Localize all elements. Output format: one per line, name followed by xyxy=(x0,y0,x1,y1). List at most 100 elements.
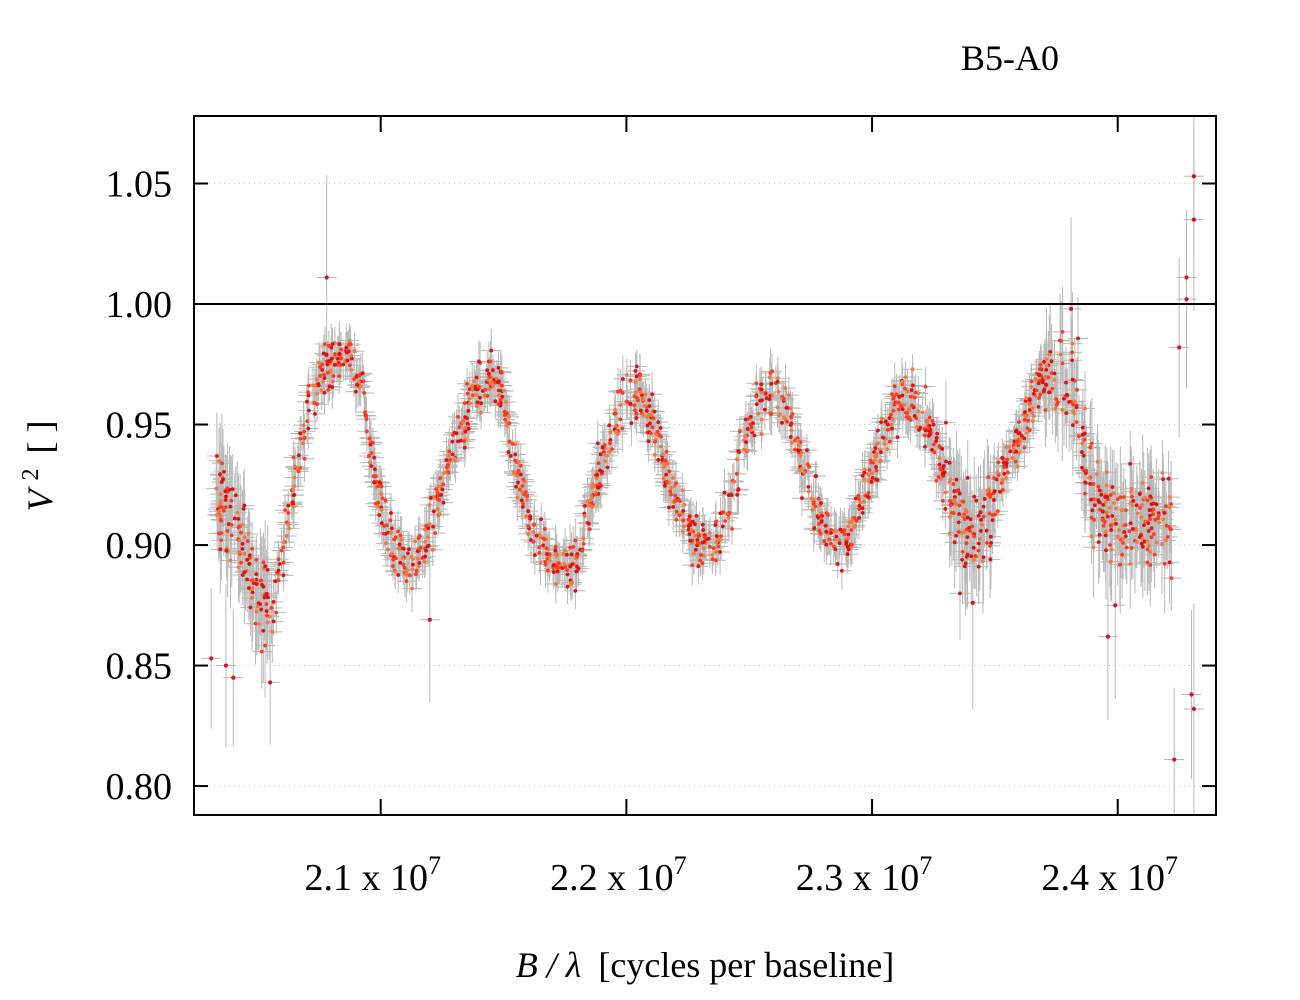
data-point xyxy=(866,472,871,477)
data-point xyxy=(423,539,428,544)
data-point xyxy=(287,526,292,531)
data-point xyxy=(543,562,548,567)
data-point xyxy=(798,440,803,445)
data-point xyxy=(754,381,759,386)
data-point xyxy=(491,384,495,389)
data-point xyxy=(380,496,385,501)
data-point xyxy=(1005,457,1010,462)
data-point xyxy=(769,412,773,416)
data-point xyxy=(856,497,861,501)
data-point xyxy=(239,560,243,565)
data-point xyxy=(573,588,578,593)
data-point xyxy=(1160,542,1164,547)
data-point xyxy=(313,411,317,416)
data-point xyxy=(515,495,520,500)
data-point xyxy=(646,439,651,444)
data-point xyxy=(641,413,646,418)
data-point xyxy=(970,524,974,529)
data-point xyxy=(327,359,331,363)
data-point xyxy=(595,485,600,490)
data-point xyxy=(357,373,362,378)
data-point xyxy=(805,448,809,453)
data-point xyxy=(1109,524,1113,528)
data-point xyxy=(1091,482,1096,486)
data-point xyxy=(634,416,639,420)
data-point xyxy=(972,558,977,562)
data-point xyxy=(892,384,897,389)
data-point xyxy=(513,452,518,457)
data-point xyxy=(315,391,320,396)
data-point xyxy=(1044,382,1048,387)
data-point xyxy=(866,494,870,499)
data-point xyxy=(1160,470,1165,475)
data-point xyxy=(418,545,423,550)
data-point xyxy=(493,399,498,404)
data-point xyxy=(837,538,841,542)
data-point xyxy=(529,538,533,542)
data-point xyxy=(1022,436,1027,441)
data-point xyxy=(389,526,394,531)
data-point xyxy=(467,396,472,401)
data-point xyxy=(393,569,398,574)
data-point xyxy=(1134,503,1139,508)
data-point xyxy=(903,375,908,379)
data-point xyxy=(381,531,386,536)
data-point xyxy=(1075,388,1079,392)
data-point xyxy=(710,552,715,557)
data-point xyxy=(276,568,281,573)
data-point xyxy=(737,450,742,455)
data-point xyxy=(948,499,952,503)
data-point xyxy=(980,522,984,527)
data-point xyxy=(667,505,671,510)
data-point xyxy=(485,368,490,373)
data-point xyxy=(1092,503,1097,508)
data-point xyxy=(749,428,754,433)
data-point xyxy=(805,462,810,467)
data-point xyxy=(634,390,639,395)
data-point xyxy=(653,439,657,444)
data-point xyxy=(1027,397,1032,401)
data-point xyxy=(217,458,221,463)
data-point xyxy=(505,423,510,428)
data-point xyxy=(846,524,851,529)
data-point xyxy=(508,454,513,458)
data-point xyxy=(916,409,921,414)
data-point xyxy=(1047,390,1052,395)
data-point xyxy=(519,498,524,503)
data-point xyxy=(738,429,742,434)
data-point xyxy=(1148,517,1152,522)
data-point xyxy=(881,435,885,440)
data-point xyxy=(1117,528,1121,532)
data-point xyxy=(701,546,706,551)
data-point xyxy=(1110,485,1115,490)
data-point xyxy=(658,426,663,430)
data-point xyxy=(1022,417,1027,422)
data-point xyxy=(404,573,409,577)
data-point xyxy=(687,514,692,519)
data-point xyxy=(1070,423,1075,427)
data-point xyxy=(496,402,501,407)
data-point xyxy=(967,528,972,533)
data-point xyxy=(537,532,542,537)
data-point xyxy=(887,439,892,444)
data-point xyxy=(415,549,420,554)
data-point xyxy=(618,417,623,422)
data-point xyxy=(745,427,750,431)
data-point xyxy=(1042,360,1046,364)
data-point xyxy=(1169,502,1174,506)
data-point xyxy=(247,586,251,590)
data-point xyxy=(324,353,329,358)
data-point xyxy=(466,426,471,431)
data-point xyxy=(439,493,443,497)
data-point xyxy=(590,485,595,490)
data-point xyxy=(1151,507,1156,512)
data-point xyxy=(398,533,403,538)
data-point xyxy=(305,419,310,424)
data-point xyxy=(940,471,945,476)
data-point xyxy=(411,562,415,567)
data-point xyxy=(352,349,357,354)
data-point xyxy=(240,522,245,527)
data-point xyxy=(332,362,337,367)
data-point xyxy=(652,452,657,457)
data-point xyxy=(754,402,759,406)
